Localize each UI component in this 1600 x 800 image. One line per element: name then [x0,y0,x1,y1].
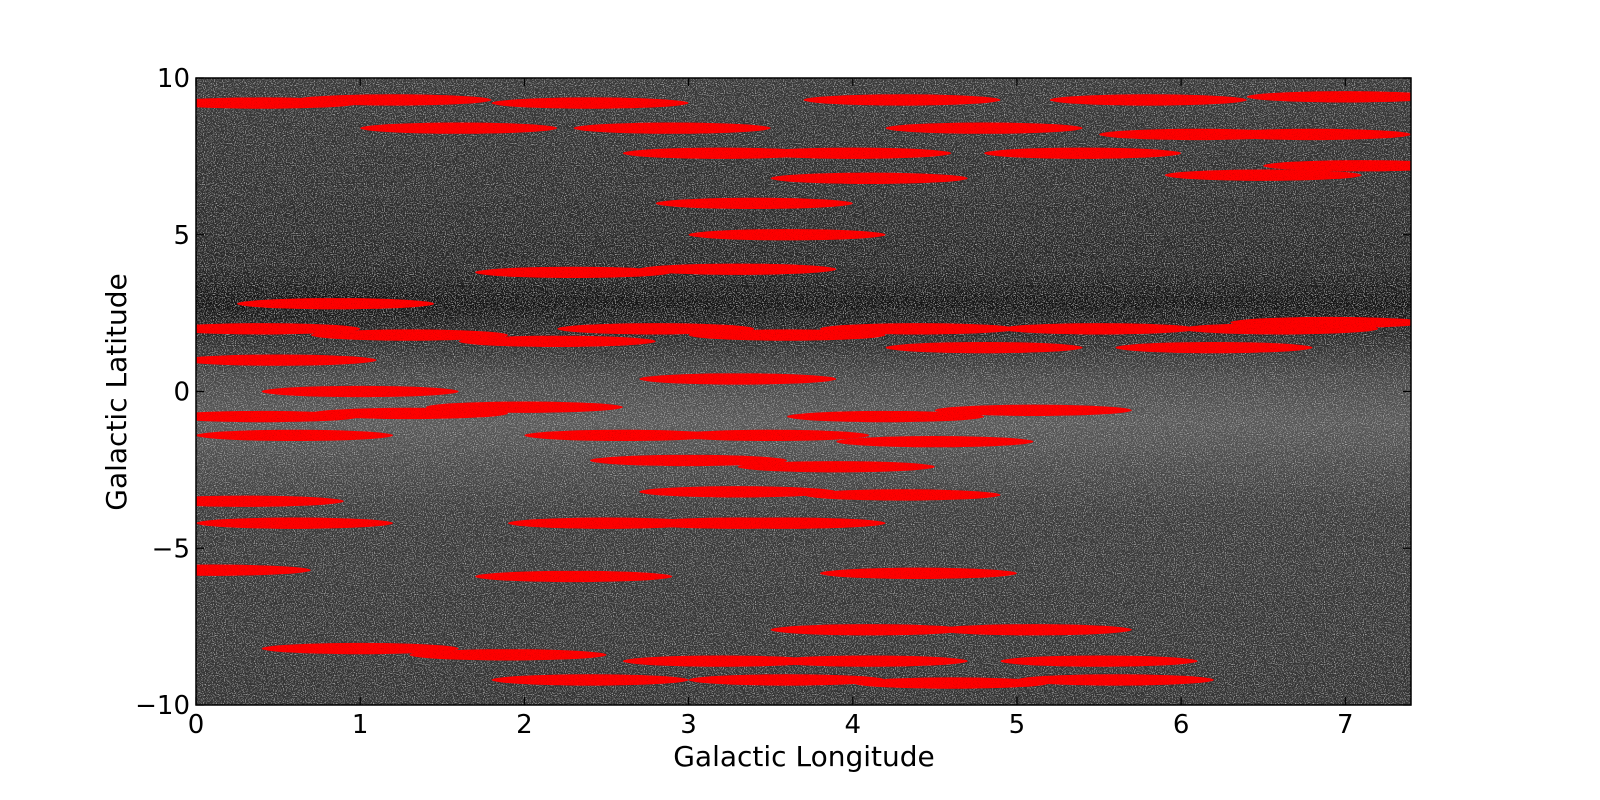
coverage-field [196,564,311,576]
coverage-field [770,172,968,184]
coverage-field [196,495,344,507]
coverage-field [261,385,459,398]
coverage-field [196,354,377,366]
coverage-field [852,677,1050,689]
plot-area [195,77,1412,706]
coverage-field [770,624,968,636]
coverage-field [737,461,935,473]
y-tick-label: 10 [157,64,190,94]
coverage-field [196,323,361,335]
x-tick-label: 5 [1009,710,1026,740]
coverage-field [360,122,558,134]
coverage-field [557,323,755,335]
x-axis: 0 1 2 3 4 5 6 7 [188,78,1354,740]
coverage-field [1246,91,1411,103]
coverage-field [1230,316,1411,329]
coverage-overlay [196,91,1411,689]
coverage-field [934,624,1132,636]
y-tick-label: 0 [173,378,190,408]
x-tick-label: 3 [680,710,697,740]
coverage-field [458,335,656,347]
coverage-field [819,567,1017,579]
y-tick-label: −10 [135,691,190,721]
coverage-field [803,94,1001,106]
coverage-field [475,266,673,279]
y-tick-label: −5 [152,534,190,564]
x-tick-label: 0 [188,710,205,740]
coverage-field [672,429,870,442]
coverage-field [819,323,1017,335]
coverage-field [754,147,952,159]
x-tick-label: 7 [1337,710,1354,740]
coverage-field [1164,169,1362,181]
coverage-field [885,341,1083,354]
coverage-field [590,454,788,467]
coverage-field [688,329,886,341]
coverage-field [836,436,1034,448]
coverage-field [1213,128,1411,141]
coverage-field [196,429,394,442]
coverage-field [294,94,492,106]
coverage-field [688,517,886,529]
coverage-field [622,655,820,667]
coverage-field [984,147,1182,159]
coverage-field [1000,323,1198,335]
coverage-field [639,263,837,275]
x-tick-label: 6 [1173,710,1190,740]
coverage-field [1263,160,1411,172]
coverage-field [655,197,853,210]
coverage-field [237,298,435,310]
coverage-field [491,97,689,109]
x-tick-label: 4 [844,710,861,740]
coverage-field [639,486,837,498]
coverage-field [409,649,607,661]
coverage-field [803,489,1001,501]
coverage-field [885,122,1083,134]
x-tick-label: 2 [516,710,533,740]
coverage-field [1000,655,1198,667]
y-axis-label: Galactic Latitude [100,273,133,510]
coverage-field [787,410,985,423]
coverage-field [1049,94,1247,106]
coverage-field [475,570,673,583]
coverage-field [425,401,623,413]
coverage-field [310,329,508,341]
coverage-field [261,642,459,655]
coverage-field [196,517,394,529]
coverage-field [1115,341,1313,354]
y-axis: −10 −5 0 5 10 [135,64,1411,721]
coverage-field [688,674,886,686]
coverage-field [770,655,968,667]
coverage-field [1016,674,1214,686]
coverage-field [524,429,722,442]
x-tick-label: 1 [352,710,369,740]
y-tick-label: 5 [173,221,190,251]
coverage-field [688,229,886,241]
coverage-field [573,122,771,134]
coverage-field [934,404,1132,416]
coverage-field [491,674,689,686]
x-axis-label: Galactic Longitude [673,740,935,773]
coverage-field [639,373,837,385]
